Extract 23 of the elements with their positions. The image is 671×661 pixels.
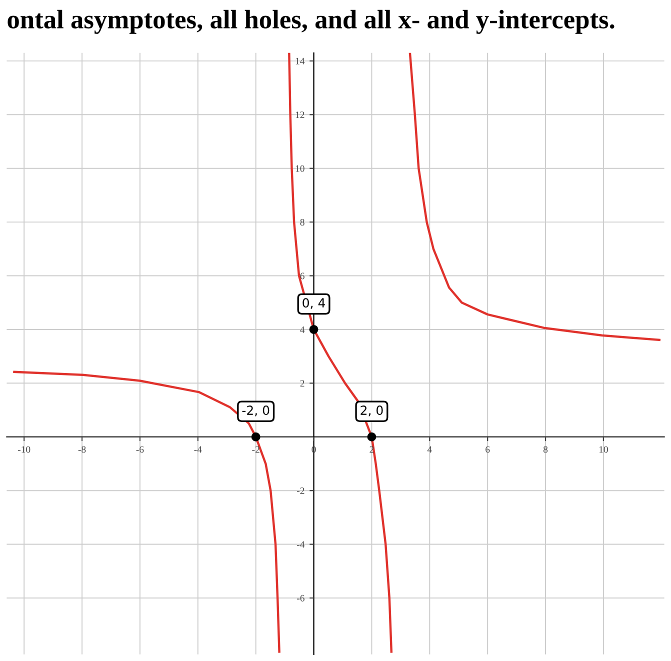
x-tick-label: 4 [427, 446, 432, 453]
annotation: -2, 0 [242, 406, 270, 416]
y-tick-label: 8 [300, 218, 304, 226]
y-tick-label: -4 [297, 541, 305, 548]
x-tick-label: 6 [486, 446, 490, 453]
x-tick-label: 8 [543, 446, 548, 453]
y-tick-label: 14 [296, 58, 305, 64]
x-tick-label: -6 [136, 446, 144, 453]
x-tick-label: -4 [194, 446, 202, 453]
y-tick-label: -2 [297, 488, 304, 494]
y-tick-label: 2 [300, 380, 304, 387]
x-tick-label: 10 [599, 446, 608, 453]
annotation: 0, 4 [302, 298, 325, 309]
y-tick-label: -6 [297, 594, 304, 602]
y-tick-label: 4 [300, 326, 305, 333]
x-tick-label: -2 [252, 446, 260, 453]
chart-title: ontal asymptotes, all holes, and all x- and y-intercepts. [8, 10, 614, 34]
y-tick-label: 12 [296, 112, 304, 118]
x-tick-label: -8 [78, 446, 86, 453]
x-tick-label: -10 [18, 446, 30, 453]
y-tick-label: 10 [296, 165, 304, 172]
y-tick-label: 6 [300, 272, 304, 280]
annotation: 2, 0 [360, 406, 383, 416]
